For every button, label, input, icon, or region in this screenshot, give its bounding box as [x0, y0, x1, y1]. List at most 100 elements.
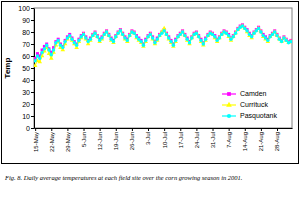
series-marker: [143, 39, 148, 43]
series-marker: [218, 36, 221, 39]
series-marker: [234, 32, 237, 35]
x-tick-mark: [196, 128, 197, 131]
y-tick-mark: [31, 8, 34, 9]
y-tick-label: 60: [22, 53, 30, 60]
x-tick: 17-Jul: [178, 128, 184, 148]
x-tick-label: 24-Jul: [194, 132, 200, 148]
series-marker: [34, 63, 37, 67]
x-tick-mark: [100, 128, 101, 131]
series-marker: [215, 39, 220, 43]
series-marker: [201, 43, 206, 47]
series-marker: [84, 36, 87, 39]
series-marker: [275, 34, 278, 37]
y-tick: 20: [22, 101, 34, 108]
legend-label: Currituck: [240, 101, 269, 108]
y-tick: 60: [22, 53, 34, 60]
x-tick-mark: [180, 128, 181, 131]
series-marker: [111, 40, 116, 44]
series-marker: [188, 41, 191, 44]
series-line: [35, 25, 291, 59]
x-tick-mark: [229, 128, 230, 131]
y-tick-label: 20: [22, 101, 30, 108]
x-tick-label: 17-Jul: [178, 132, 184, 148]
series-marker: [114, 35, 117, 38]
y-tick-mark: [31, 128, 34, 129]
x-tick-label: 19-Jun: [113, 132, 119, 150]
series-marker: [213, 35, 216, 38]
x-tick-label: 14-Aug: [242, 132, 248, 151]
series-marker: [249, 35, 254, 39]
series-marker: [227, 34, 230, 37]
series-marker: [181, 30, 184, 33]
series-marker: [119, 29, 122, 32]
series-marker: [229, 38, 234, 42]
y-tick: 80: [22, 29, 34, 36]
y-axis-line: [34, 9, 35, 129]
series-marker: [128, 34, 131, 37]
legend-label: Camden: [240, 90, 267, 97]
series-marker: [43, 47, 46, 50]
y-tick: 90: [22, 17, 34, 24]
x-tick: 29-May: [65, 128, 71, 152]
x-tick: 19-Jun: [113, 128, 119, 150]
y-tick-label: 80: [22, 29, 30, 36]
series-marker: [180, 29, 185, 33]
x-tick-label: 7-Aug: [226, 132, 232, 148]
series-marker: [245, 29, 248, 32]
y-tick-label: 100: [18, 5, 30, 12]
legend-marker: [227, 92, 231, 96]
series-marker: [174, 39, 177, 42]
y-tick-label: 40: [22, 77, 30, 84]
plot-frame: [34, 8, 292, 128]
x-tick-mark: [213, 128, 214, 131]
series-marker: [195, 32, 198, 35]
x-tick: 10-Jul: [162, 128, 168, 148]
series-marker: [141, 44, 146, 48]
y-tick-mark: [31, 68, 34, 69]
series-marker: [82, 33, 85, 36]
series-marker: [118, 28, 123, 32]
x-tick-label: 28-Aug: [274, 132, 280, 151]
series-marker: [257, 27, 260, 30]
y-tick-mark: [31, 92, 34, 93]
x-tick-label: 29-May: [65, 132, 71, 152]
series-marker: [171, 44, 176, 48]
x-tick-mark: [35, 128, 36, 131]
x-tick-label: 31-Jul: [210, 132, 216, 148]
x-tick-label: 22-May: [49, 132, 55, 152]
x-tick-mark: [164, 128, 165, 131]
legend: Camden Currituck Pasquotank: [222, 90, 277, 120]
x-tick-mark: [116, 128, 117, 131]
series-marker: [50, 53, 53, 56]
series-marker: [77, 39, 82, 43]
x-tick-label: 21-Aug: [258, 132, 264, 151]
series-marker: [81, 32, 86, 36]
y-tick: 0: [26, 125, 34, 132]
y-tick-mark: [31, 20, 34, 21]
x-tick: 31-Jul: [210, 128, 216, 148]
series-marker: [75, 44, 78, 47]
x-tick-mark: [132, 128, 133, 131]
y-tick: 10: [22, 113, 34, 120]
y-tick-mark: [31, 116, 34, 117]
series-marker: [197, 35, 200, 38]
chart-frame: [2, 2, 299, 164]
series-marker: [173, 39, 178, 43]
y-tick-mark: [31, 32, 34, 33]
x-tick: 12-Jun: [97, 128, 103, 150]
series-marker: [70, 38, 73, 41]
series-marker: [169, 40, 172, 43]
y-tick-label: 0: [26, 125, 30, 132]
x-tick-label: 15-May: [33, 132, 39, 152]
series-marker: [133, 32, 136, 35]
y-tick-label: 90: [22, 17, 30, 24]
x-axis-line: [35, 128, 293, 129]
series-marker: [38, 57, 41, 60]
series-marker: [187, 41, 192, 45]
x-tick: 22-May: [49, 128, 55, 152]
series-marker: [273, 30, 276, 33]
legend-label: Pasquotank: [240, 112, 277, 120]
series-marker: [256, 26, 261, 30]
y-tick: 50: [22, 65, 34, 72]
series-marker: [167, 36, 170, 39]
